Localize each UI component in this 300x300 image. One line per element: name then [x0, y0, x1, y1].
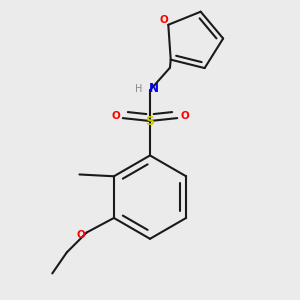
Text: O: O [160, 15, 168, 26]
Text: N: N [148, 82, 159, 95]
Text: O: O [76, 230, 85, 240]
Text: O: O [180, 111, 189, 121]
Text: S: S [146, 115, 154, 128]
Text: O: O [111, 111, 120, 121]
Text: H: H [135, 84, 142, 94]
